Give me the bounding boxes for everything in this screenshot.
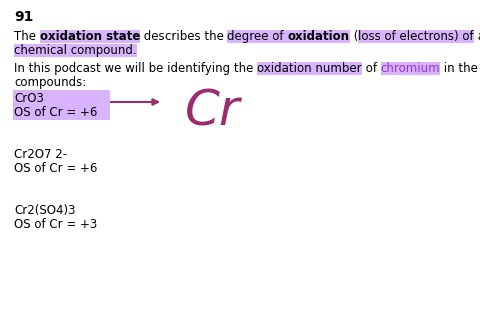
Text: compounds:: compounds: <box>14 76 86 89</box>
Bar <box>358 30 474 43</box>
Text: of: of <box>362 62 381 75</box>
Text: des: des <box>140 30 165 43</box>
Text: in the following: in the following <box>440 62 480 75</box>
Text: OS of Cr = +6: OS of Cr = +6 <box>14 106 97 119</box>
Text: an atom in a: an atom in a <box>474 30 480 43</box>
Text: OS of Cr = +3: OS of Cr = +3 <box>14 218 97 231</box>
Bar <box>228 30 288 43</box>
Text: chemical compound.: chemical compound. <box>14 44 137 57</box>
Text: Cr: Cr <box>185 88 240 136</box>
Text: (: ( <box>349 30 358 43</box>
Bar <box>13 90 110 120</box>
Text: oxidation state: oxidation state <box>40 30 140 43</box>
Bar <box>40 30 140 43</box>
Bar <box>381 62 440 75</box>
Bar <box>257 62 362 75</box>
Text: degree of: degree of <box>228 30 288 43</box>
Text: The: The <box>14 30 40 43</box>
Text: cribes the: cribes the <box>165 30 228 43</box>
Bar <box>14 44 137 57</box>
Bar <box>288 30 349 43</box>
Text: OS of Cr = +6: OS of Cr = +6 <box>14 162 97 175</box>
Text: oxidation: oxidation <box>288 30 349 43</box>
Text: loss of electrons) of: loss of electrons) of <box>358 30 474 43</box>
Text: In this podcast we will be identifying the: In this podcast we will be identifying t… <box>14 62 257 75</box>
Text: CrO3: CrO3 <box>14 92 44 105</box>
Text: chromium: chromium <box>381 62 440 75</box>
Text: Cr2(SO4)3: Cr2(SO4)3 <box>14 204 75 217</box>
Text: oxidation number: oxidation number <box>257 62 362 75</box>
Text: 91: 91 <box>14 10 34 24</box>
Text: Cr2O7 2-: Cr2O7 2- <box>14 148 67 161</box>
